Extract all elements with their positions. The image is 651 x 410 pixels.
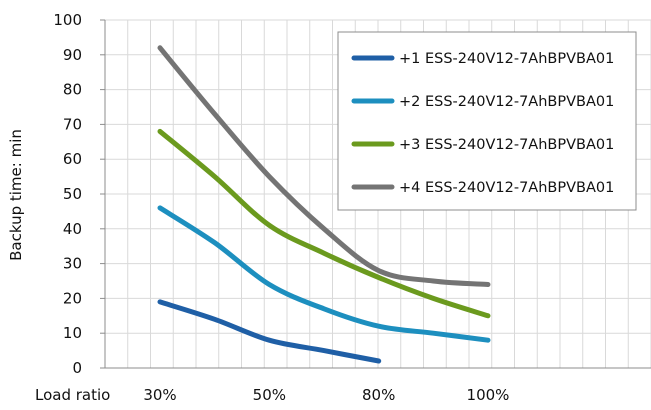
y-tick-label: 30	[63, 255, 82, 273]
legend-label-2: +2 ESS-240V12-7AhBPVBA01	[399, 94, 614, 110]
legend: +1 ESS-240V12-7AhBPVBA01 +2 ESS-240V12-7A…	[337, 31, 637, 211]
y-tick-label: 0	[72, 359, 82, 377]
series-lines	[157, 45, 491, 364]
legend-label-4: +4 ESS-240V12-7AhBPVBA01	[399, 180, 614, 196]
x-tick-labels: 30% 50% 80% 100%	[143, 386, 509, 404]
series-line-3	[157, 128, 491, 319]
y-axis-title: Backup time: min	[7, 129, 25, 261]
y-tick-label: 60	[63, 150, 82, 168]
y-tick-label: 100	[53, 11, 82, 29]
y-tick-label: 50	[63, 185, 82, 203]
y-tick-label: 90	[63, 46, 82, 64]
x-axis-title: Load ratio	[35, 386, 110, 404]
y-tick-label: 10	[63, 324, 82, 342]
axes	[100, 19, 651, 369]
y-tick-labels: 0 10 20 30 40 50 60 70 80 90 100	[53, 11, 82, 377]
legend-label-3: +3 ESS-240V12-7AhBPVBA01	[399, 137, 614, 153]
x-tick-label: 50%	[253, 386, 286, 404]
legend-box	[337, 31, 637, 211]
x-tick-label: 100%	[467, 386, 510, 404]
y-tick-label: 40	[63, 220, 82, 238]
y-tick-label: 80	[63, 81, 82, 99]
y-tick-label: 70	[63, 115, 82, 133]
series-line-1	[157, 299, 382, 364]
x-tick-label: 80%	[362, 386, 395, 404]
y-tick-label: 20	[63, 289, 82, 307]
series-line-4	[157, 45, 491, 287]
x-tick-label: 30%	[143, 386, 176, 404]
series-line-2	[157, 205, 491, 343]
legend-label-1: +1 ESS-240V12-7AhBPVBA01	[399, 51, 614, 67]
